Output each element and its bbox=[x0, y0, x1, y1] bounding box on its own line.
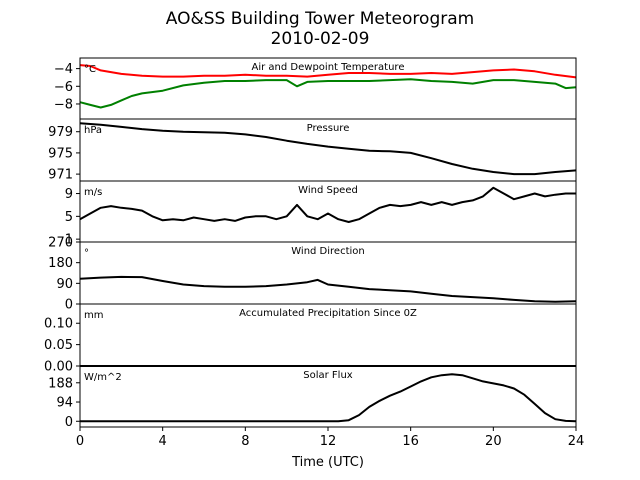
panel-5-title: Accumulated Precipitation Since 0Z bbox=[239, 308, 417, 319]
panel-3-ytick-label: 9 bbox=[65, 187, 73, 202]
panel-4-ytick-label: 0 bbox=[65, 298, 73, 313]
x-tick-label: 24 bbox=[568, 434, 585, 449]
panel-5-ytick-label: 0.10 bbox=[44, 317, 73, 332]
x-axis-label: Time (UTC) bbox=[291, 455, 364, 470]
panel-4-unit: ° bbox=[84, 248, 89, 259]
panel-4-ytick-label: 180 bbox=[48, 256, 73, 271]
panel-2-title: Pressure bbox=[307, 123, 350, 134]
panel-3-ytick-label: 1 bbox=[65, 233, 73, 248]
x-tick-label: 4 bbox=[159, 434, 167, 449]
figure-title: AO&SS Building Tower Meteorogram bbox=[166, 9, 474, 29]
panel-1-title: Air and Dewpoint Temperature bbox=[252, 62, 405, 73]
x-tick-label: 20 bbox=[485, 434, 502, 449]
panel-5-unit: mm bbox=[84, 310, 103, 321]
panel-6-title: Solar Flux bbox=[303, 370, 353, 381]
panel-4-series-1-line bbox=[79, 275, 577, 303]
x-tick-label: 12 bbox=[320, 434, 337, 449]
panel-5-ytick-label: 0.00 bbox=[44, 360, 73, 375]
panel-6-unit: W/m^2 bbox=[84, 372, 122, 383]
panel-3-ytick-label: 5 bbox=[65, 210, 73, 225]
panel-6-ytick-label: 188 bbox=[48, 376, 73, 391]
panel-1-unit: °C bbox=[84, 64, 96, 75]
panel-1-ytick-label: −8 bbox=[54, 97, 73, 112]
panel-4-title: Wind Direction bbox=[291, 246, 365, 257]
panel-1-series-2-line bbox=[79, 78, 577, 109]
x-tick-label: 0 bbox=[76, 434, 84, 449]
panel-2-ytick-label: 975 bbox=[48, 146, 73, 161]
panel-2-ytick-label: 971 bbox=[48, 168, 73, 183]
panel-6-ytick-label: 0 bbox=[65, 415, 73, 430]
panel-2-series-1-line bbox=[79, 122, 577, 176]
figure-subtitle: 2010-02-09 bbox=[271, 29, 370, 49]
x-tick-label: 16 bbox=[402, 434, 419, 449]
panel-1-ytick-label: −4 bbox=[54, 62, 73, 77]
panel-3-unit: m/s bbox=[84, 187, 102, 198]
panel-6-ytick-label: 94 bbox=[56, 396, 73, 411]
panel-4-ytick-label: 270 bbox=[48, 236, 73, 251]
panel-1-series-1-line bbox=[79, 64, 577, 79]
panel-3-title: Wind Speed bbox=[298, 185, 358, 196]
panel-2-ytick-label: 979 bbox=[48, 125, 73, 140]
panel-3-series-1-line bbox=[79, 186, 576, 223]
x-tick-label: 8 bbox=[241, 434, 249, 449]
panel-4-ytick-label: 90 bbox=[56, 277, 73, 292]
panel-1-ytick-label: −6 bbox=[54, 80, 73, 95]
panel-6-series-1-line bbox=[80, 373, 577, 423]
panel-2-unit: hPa bbox=[84, 125, 102, 136]
panel-5-ytick-label: 0.05 bbox=[44, 338, 73, 353]
